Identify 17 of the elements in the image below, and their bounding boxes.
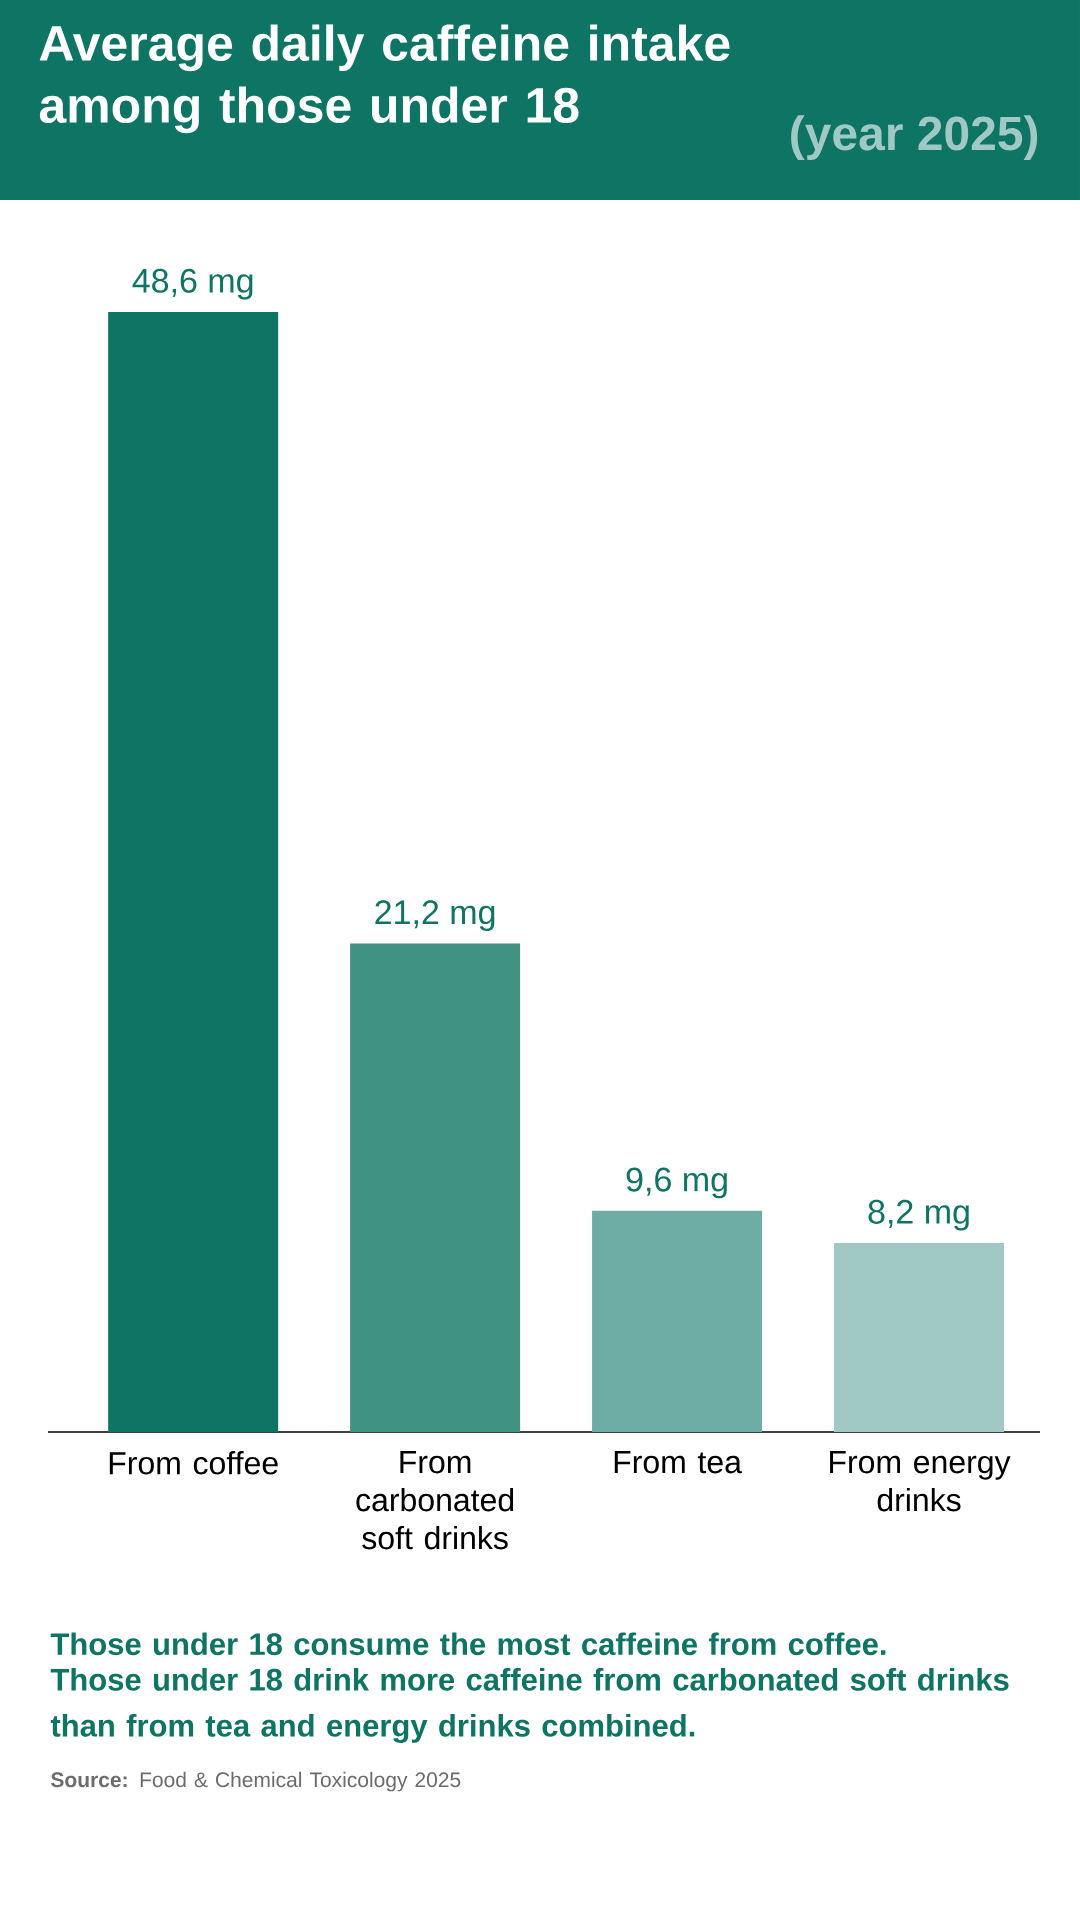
data-label: 8,2 mg [868, 1199, 969, 1231]
chart-title: Average daily caffeine intake among those under 18 [39, 24, 730, 134]
text: Those under 18 consume the most caffeine from coffee. [50, 1632, 886, 1656]
x-tick-label: From tea [614, 1451, 742, 1474]
bar [592, 1210, 763, 1432]
x-tick-label: From coffee [109, 1451, 278, 1475]
x-tick-label: From carbonated soft drinks [356, 1451, 514, 1550]
data-label: 21,2 mg [375, 900, 495, 932]
text: Those under 18 drink more caffeine from carbonated soft drinks than from tea and energy drinks combined. [50, 1667, 1009, 1743]
data-label: 9,6 mg [626, 1167, 727, 1199]
chart-subtitle: (year 2025) [791, 115, 1038, 160]
data-label: 48,6 mg [132, 268, 253, 300]
x-tick-label: From energy drinks [830, 1451, 1011, 1512]
text: Source: Food & Chemical Toxicology 2025 [51, 1771, 461, 1792]
bar [350, 943, 521, 1432]
bar [108, 311, 279, 1432]
bar [834, 1243, 1005, 1432]
